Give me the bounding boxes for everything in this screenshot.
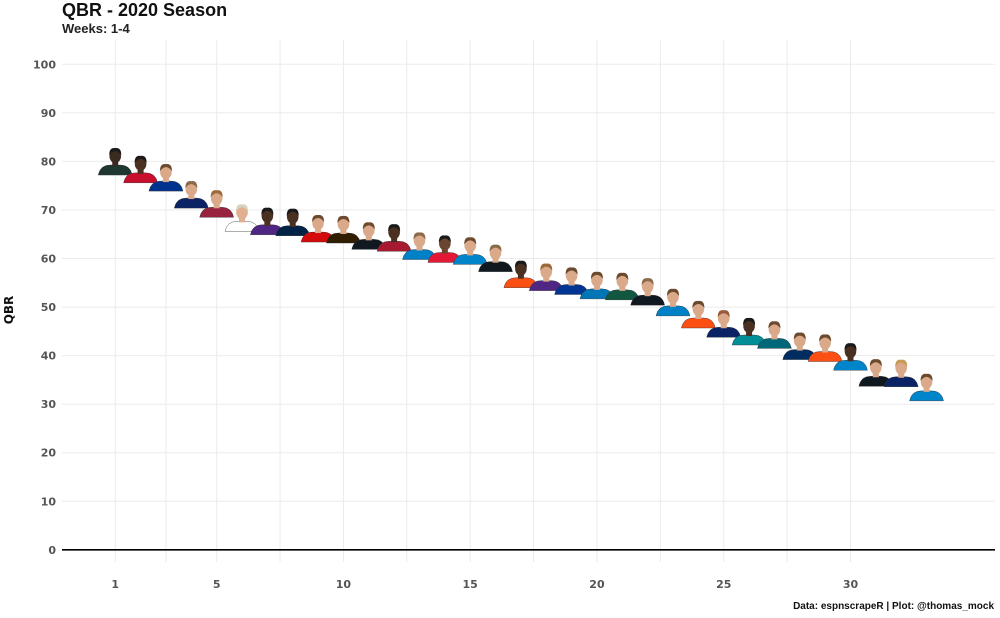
x-tick-label: 30 [843,578,859,591]
player-headshot-point [478,244,513,272]
player-headshot-point [123,155,158,184]
y-axis-ticks: 0 10 20 30 40 50 60 70 80 90 100 [33,58,56,557]
player-headshot-point [503,260,539,288]
chart-subtitle: Weeks: 1-4 [62,21,130,36]
y-tick-label: 100 [33,58,56,71]
y-tick-label: 40 [41,350,57,363]
y-tick-label: 30 [41,398,57,411]
jersey-shape [807,351,843,362]
y-tick-label: 0 [48,544,56,557]
player-headshot-point [782,332,818,360]
jersey-shape [478,261,513,272]
jersey-shape [630,294,665,306]
player-headshot-point [858,359,894,387]
x-axis-ticks: 1 5 10 15 20 25 30 [111,578,858,591]
jersey-shape [97,164,133,176]
player-headshot-point [833,343,868,371]
jersey-shape [174,197,209,209]
player-headshot-point [757,321,792,349]
x-tick-label: 20 [589,578,605,591]
player-headshot-point [224,204,260,232]
player-headshot-point [554,267,589,295]
jersey-shape [148,180,184,192]
chart-title: QBR - 2020 Season [62,0,228,20]
y-axis-label: QBR [2,296,16,325]
jersey-shape [199,207,234,218]
y-tick-label: 80 [41,155,57,168]
y-tick-label: 90 [41,107,57,120]
player-headshot-point [883,359,919,387]
player-points [97,147,944,402]
jersey-shape [757,338,792,349]
player-headshot-point [706,310,741,338]
y-tick-label: 70 [41,204,57,217]
y-tick-label: 50 [41,301,57,314]
player-headshot-point [605,272,640,301]
grid-lines [62,40,995,562]
y-tick-label: 20 [41,447,57,460]
chart-caption: Data: espnscrapeR | Plot: @thomas_mock [793,601,994,612]
jersey-shape [275,225,310,236]
player-headshot-point [97,147,133,176]
jersey-shape [833,360,868,371]
player-headshot-point [452,237,488,265]
player-headshot-point [174,180,209,209]
player-headshot-point [199,190,234,218]
player-headshot-point [326,215,361,244]
player-headshot-point [250,207,285,235]
x-tick-label: 25 [716,578,731,591]
player-headshot-point [529,263,564,291]
player-headshot-point [300,214,336,243]
x-tick-label: 1 [111,578,119,591]
y-tick-label: 60 [41,253,57,266]
player-headshot-point [579,271,615,300]
jersey-shape [681,317,716,329]
x-tick-label: 15 [463,578,478,591]
player-headshot-point [275,208,310,236]
x-tick-label: 10 [336,578,352,591]
jersey-shape [326,232,361,244]
jersey-shape [123,172,158,184]
jersey-shape [909,390,944,402]
jersey-shape [376,241,412,252]
player-headshot-point [909,373,944,402]
player-headshot-point [427,235,463,263]
player-headshot-point [148,163,184,192]
jersey-shape [452,254,488,265]
player-headshot-point [681,300,716,329]
x-tick-label: 5 [213,578,221,591]
jersey-shape [883,376,919,387]
y-tick-label: 10 [41,495,57,508]
player-headshot-point [655,288,691,317]
player-headshot-point [630,278,665,306]
jersey-shape [655,305,691,317]
player-headshot-point [731,317,767,346]
player-headshot-point [807,334,843,362]
jersey-shape [706,327,741,338]
player-headshot-point [376,224,412,252]
